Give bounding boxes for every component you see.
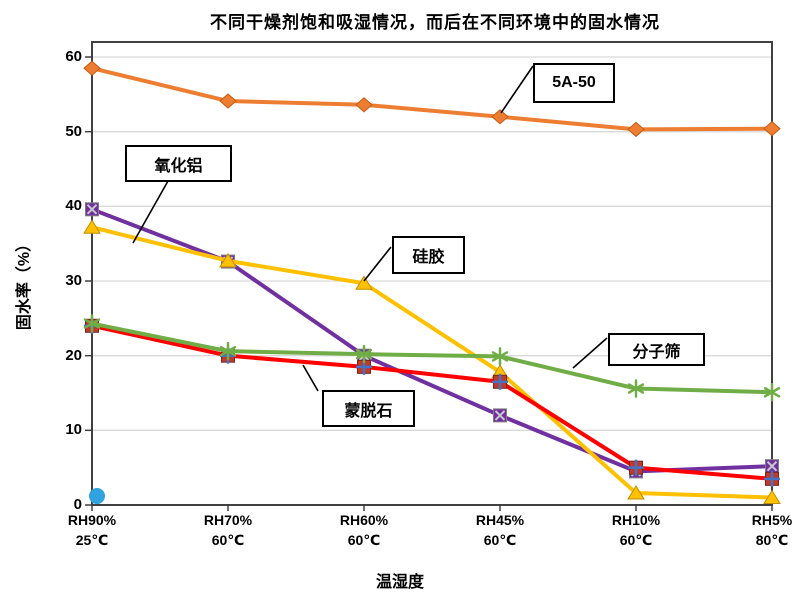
series-label-5a50: 5A-50	[533, 63, 615, 103]
chart-title: 不同干燥剂饱和吸湿情况，而后在不同环境中的固水情况	[210, 13, 660, 32]
xtick-label: RH10% 60℃	[611, 512, 661, 548]
xtick-label: RH5% 80℃	[751, 512, 793, 548]
x-axis-title: 温湿度	[375, 574, 424, 591]
series-label-guijiao: 硅胶	[392, 236, 465, 274]
ytick-label: 10	[65, 421, 82, 438]
ytick-label: 40	[65, 197, 82, 214]
series-label-fenzishai: 分子筛	[608, 333, 705, 366]
ytick-label: 0	[73, 496, 82, 513]
xtick-label: RH60% 60℃	[339, 512, 389, 548]
xtick-label: RH70% 60℃	[203, 512, 253, 548]
series-label-mengtuoshi: 蒙脱石	[322, 390, 415, 427]
ytick-label: 60	[65, 48, 82, 65]
xtick-label: RH45% 60℃	[475, 512, 525, 548]
xtick-label: RH90% 25℃	[67, 512, 117, 548]
y-axis-title: 固水率（%）	[16, 235, 33, 331]
ytick-label: 30	[65, 272, 82, 289]
series-label-yanghualv: 氧化铝	[125, 145, 232, 182]
ytick-label: 20	[65, 347, 82, 364]
ytick-label: 50	[65, 123, 82, 140]
